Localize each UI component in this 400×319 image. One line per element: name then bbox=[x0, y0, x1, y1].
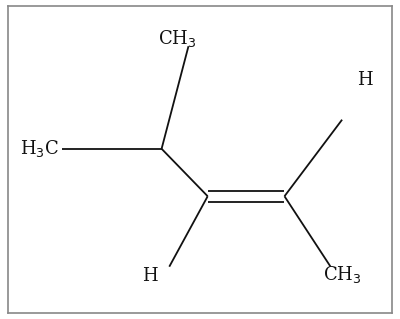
Text: CH$_3$: CH$_3$ bbox=[323, 264, 361, 285]
Text: H$_3$C: H$_3$C bbox=[20, 138, 58, 159]
Text: H: H bbox=[142, 267, 158, 285]
Text: H: H bbox=[358, 71, 373, 89]
Text: CH$_3$: CH$_3$ bbox=[158, 28, 196, 49]
